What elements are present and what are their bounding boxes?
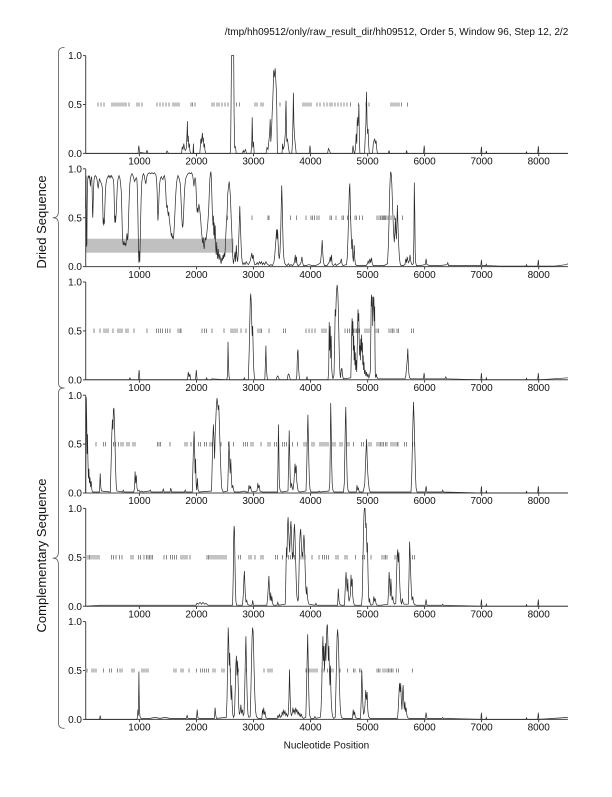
svg-text:3000: 3000 xyxy=(242,496,265,507)
svg-text:6000: 6000 xyxy=(413,383,436,394)
svg-text:4000: 4000 xyxy=(299,609,322,620)
svg-text:7000: 7000 xyxy=(470,496,493,507)
svg-text:1000: 1000 xyxy=(128,270,151,281)
svg-text:1.0: 1.0 xyxy=(68,391,82,402)
svg-text:5000: 5000 xyxy=(356,496,379,507)
svg-text:3000: 3000 xyxy=(242,609,265,620)
svg-text:4000: 4000 xyxy=(299,383,322,394)
svg-text:0.0: 0.0 xyxy=(68,149,82,160)
svg-text:2000: 2000 xyxy=(185,383,208,394)
svg-text:0.5: 0.5 xyxy=(68,327,82,338)
svg-text:1000: 1000 xyxy=(128,157,151,168)
svg-text:0.0: 0.0 xyxy=(68,489,82,500)
svg-text:8000: 8000 xyxy=(528,496,551,507)
svg-text:2000: 2000 xyxy=(185,496,208,507)
svg-text:Nucleotide Position: Nucleotide Position xyxy=(284,741,370,752)
svg-text:5000: 5000 xyxy=(356,723,379,734)
svg-text:7000: 7000 xyxy=(470,609,493,620)
svg-text:4000: 4000 xyxy=(299,723,322,734)
svg-text:5000: 5000 xyxy=(356,609,379,620)
svg-text:4000: 4000 xyxy=(299,157,322,168)
svg-text:7000: 7000 xyxy=(470,723,493,734)
svg-text:6000: 6000 xyxy=(413,723,436,734)
svg-text:0.5: 0.5 xyxy=(68,666,82,677)
svg-text:0.5: 0.5 xyxy=(68,440,82,451)
svg-text:0.0: 0.0 xyxy=(68,375,82,386)
svg-text:7000: 7000 xyxy=(470,270,493,281)
svg-text:Dried Sequence: Dried Sequence xyxy=(34,175,49,268)
svg-text:Complementary Sequence: Complementary Sequence xyxy=(34,479,49,633)
svg-text:1000: 1000 xyxy=(128,723,151,734)
svg-text:0.0: 0.0 xyxy=(68,262,82,273)
svg-text:7000: 7000 xyxy=(470,157,493,168)
svg-text:1.0: 1.0 xyxy=(68,617,82,628)
svg-text:0.0: 0.0 xyxy=(68,602,82,613)
svg-text:1.0: 1.0 xyxy=(68,278,82,289)
svg-text:1.0: 1.0 xyxy=(68,51,82,62)
svg-text:8000: 8000 xyxy=(528,157,551,168)
svg-text:7000: 7000 xyxy=(470,383,493,394)
svg-text:6000: 6000 xyxy=(413,496,436,507)
svg-text:3000: 3000 xyxy=(242,270,265,281)
svg-text:2000: 2000 xyxy=(185,270,208,281)
svg-text:2000: 2000 xyxy=(185,157,208,168)
svg-text:6000: 6000 xyxy=(413,609,436,620)
svg-text:6000: 6000 xyxy=(413,157,436,168)
svg-text:6000: 6000 xyxy=(413,270,436,281)
svg-text:3000: 3000 xyxy=(242,157,265,168)
svg-text:5000: 5000 xyxy=(356,270,379,281)
svg-text:5000: 5000 xyxy=(356,383,379,394)
svg-text:0.0: 0.0 xyxy=(68,715,82,726)
svg-text:1.0: 1.0 xyxy=(68,164,82,175)
svg-text:3000: 3000 xyxy=(242,723,265,734)
svg-text:8000: 8000 xyxy=(528,383,551,394)
svg-text:2000: 2000 xyxy=(185,609,208,620)
svg-text:3000: 3000 xyxy=(242,383,265,394)
svg-text:0.5: 0.5 xyxy=(68,213,82,224)
svg-text:0.5: 0.5 xyxy=(68,100,82,111)
svg-text:8000: 8000 xyxy=(528,609,551,620)
svg-text:8000: 8000 xyxy=(528,723,551,734)
svg-text:4000: 4000 xyxy=(299,270,322,281)
svg-text:2000: 2000 xyxy=(185,723,208,734)
svg-text:5000: 5000 xyxy=(356,157,379,168)
svg-text:1.0: 1.0 xyxy=(68,504,82,515)
svg-text:1000: 1000 xyxy=(128,496,151,507)
svg-text:1000: 1000 xyxy=(128,383,151,394)
svg-text:4000: 4000 xyxy=(299,496,322,507)
svg-text:/tmp/hh09512/only/raw_result_d: /tmp/hh09512/only/raw_result_dir/hh09512… xyxy=(225,27,569,38)
svg-text:8000: 8000 xyxy=(528,270,551,281)
svg-text:0.5: 0.5 xyxy=(68,553,82,564)
svg-text:1000: 1000 xyxy=(128,609,151,620)
